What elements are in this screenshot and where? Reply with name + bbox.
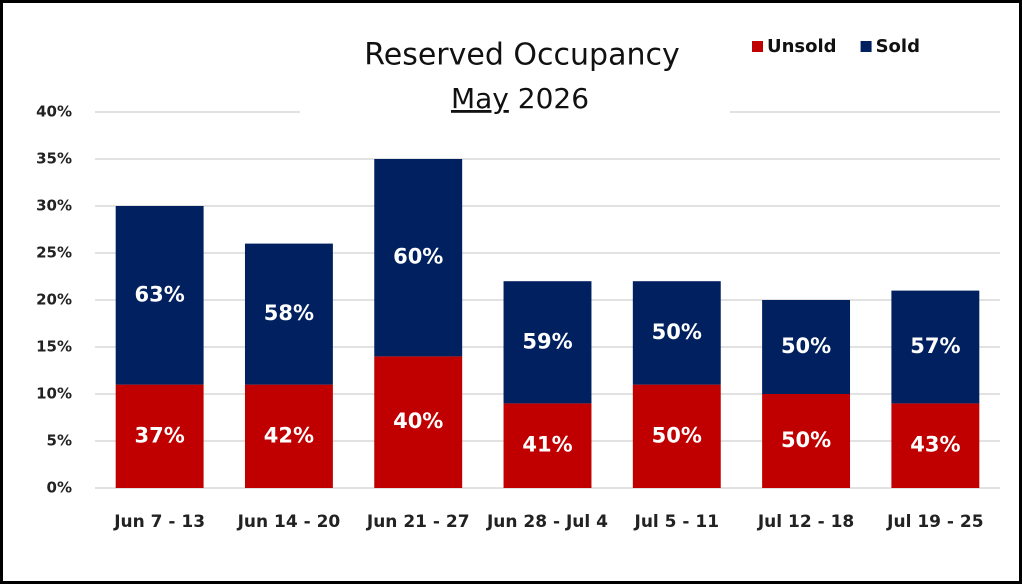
bar-segment <box>762 394 851 488</box>
chart-title: Reserved Occupancy <box>364 38 679 73</box>
bar-segment <box>115 206 204 385</box>
bar-segment <box>503 281 592 404</box>
x-tick-label: Jul 5 - 11 <box>634 512 720 532</box>
bar-segment <box>244 243 333 385</box>
legend-swatch <box>752 41 763 52</box>
data-label: 59% <box>522 329 572 353</box>
data-label: 63% <box>135 282 185 306</box>
x-tick-label: Jun 14 - 20 <box>237 512 341 532</box>
x-tick-label: Jul 12 - 18 <box>757 512 855 532</box>
legend-label: Sold <box>876 36 920 57</box>
data-label: 37% <box>135 423 185 447</box>
chart-subtitle: May 2026 <box>451 82 589 115</box>
y-tick-label: 15% <box>36 338 72 356</box>
data-label: 40% <box>393 409 443 433</box>
data-label: 50% <box>652 320 702 344</box>
data-label: 50% <box>781 334 831 358</box>
y-tick-label: 0% <box>47 479 72 497</box>
y-tick-label: 25% <box>36 244 72 262</box>
subtitle-year: 2026 <box>518 82 589 115</box>
data-label: 42% <box>264 423 314 447</box>
data-label: 43% <box>910 433 960 457</box>
y-tick-label: 5% <box>47 432 72 450</box>
data-label: 41% <box>522 433 572 457</box>
data-label: 60% <box>393 245 443 269</box>
subtitle-month: May <box>451 82 509 115</box>
legend-swatch <box>860 41 872 52</box>
y-tick-label: 35% <box>36 150 72 168</box>
bar-segment <box>632 384 721 488</box>
bar-segment <box>503 403 592 488</box>
bar-segment <box>891 403 980 488</box>
data-label: 50% <box>781 428 831 452</box>
x-tick-label: Jun 21 - 27 <box>366 512 470 532</box>
x-tick-label: Jun 7 - 13 <box>114 512 206 532</box>
bar-segment <box>244 384 333 488</box>
title-backdrop <box>300 28 730 123</box>
y-tick-label: 30% <box>36 197 72 215</box>
x-tick-label: Jul 19 - 25 <box>887 512 984 532</box>
bar-segment <box>115 384 204 488</box>
x-tick-label: Jun 28 - Jul 4 <box>486 512 608 532</box>
bar-segment <box>374 356 463 488</box>
y-tick-label: 40% <box>36 103 72 121</box>
bar-segment <box>762 300 851 394</box>
bar-segment <box>632 281 721 385</box>
bar-segment <box>891 290 980 404</box>
data-label: 58% <box>264 301 314 325</box>
legend-label: Unsold <box>767 36 837 57</box>
y-tick-label: 10% <box>36 385 72 403</box>
data-label: 50% <box>652 423 702 447</box>
y-tick-label: 20% <box>36 291 72 309</box>
data-label: 57% <box>910 334 960 358</box>
bar-segment <box>374 159 463 357</box>
